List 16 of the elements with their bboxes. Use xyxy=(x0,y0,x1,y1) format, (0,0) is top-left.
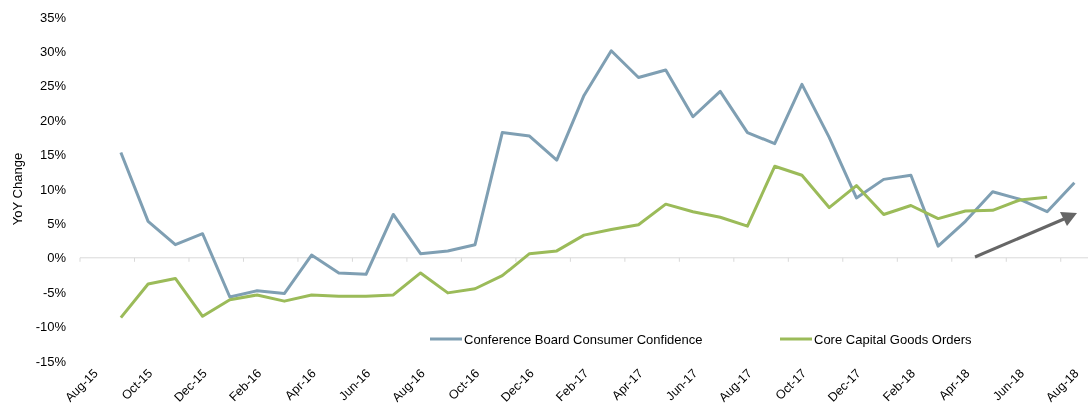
y-tick-label: 15% xyxy=(39,147,67,163)
y-tick-label: 10% xyxy=(39,181,67,197)
y-tick-label: 0% xyxy=(47,250,67,266)
legend-label: Core Capital Goods Orders xyxy=(814,331,973,347)
y-tick-label: 25% xyxy=(39,78,67,94)
y-tick-label: 5% xyxy=(47,215,67,231)
line-series xyxy=(119,49,1076,299)
y-axis-title: YoY Change xyxy=(10,152,25,226)
legend-label: Conference Board Consumer Confidence xyxy=(464,331,703,347)
y-tick-label: -5% xyxy=(42,284,67,300)
y-tick-label: -10% xyxy=(35,319,67,335)
line-series xyxy=(119,164,1049,320)
y-tick-label: 20% xyxy=(39,112,67,128)
y-tick-label: 30% xyxy=(39,43,67,59)
y-tick-label: -15% xyxy=(35,353,67,369)
y-tick-label: 35% xyxy=(39,9,67,25)
